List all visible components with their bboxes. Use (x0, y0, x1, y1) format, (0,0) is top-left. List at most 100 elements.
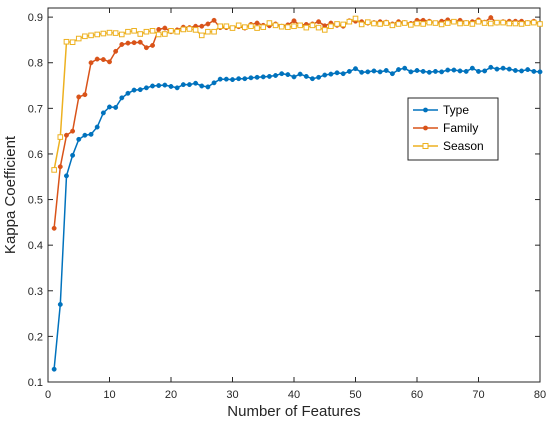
legend-label: Family (443, 121, 478, 135)
data-point (64, 132, 69, 138)
data-point (63, 38, 70, 45)
data-point (494, 19, 500, 26)
data-point (389, 71, 395, 77)
axis-ticks: 0 10 20 30 40 50 60 70 80 0.1 0.2 0.3 0.4 0.5 0.6 0.7 0.… (28, 8, 546, 401)
legend: Type Family Season (407, 97, 499, 161)
data-point (389, 22, 396, 29)
data-point (112, 30, 119, 36)
data-point (420, 21, 426, 27)
data-point (488, 64, 494, 70)
legend-label: Season (443, 139, 484, 153)
data-point (223, 76, 229, 82)
data-point (506, 66, 512, 72)
data-point (113, 104, 119, 110)
data-point (488, 20, 494, 27)
data-point (131, 40, 137, 46)
data-point (51, 167, 57, 173)
data-point (150, 42, 156, 48)
data-point (494, 66, 500, 72)
data-point (168, 28, 174, 34)
data-point (451, 18, 457, 25)
data-point (537, 21, 543, 27)
data-point (64, 173, 69, 179)
data-point (346, 18, 353, 25)
data-point (125, 28, 131, 35)
data-point (131, 87, 137, 93)
data-point (512, 68, 518, 73)
data-point (88, 60, 94, 66)
data-point (143, 28, 150, 35)
data-point (155, 31, 162, 38)
data-point (162, 31, 168, 37)
y-tick-label: 0.1 (28, 377, 43, 389)
data-point (463, 20, 469, 26)
legend-swatch-marker (423, 125, 428, 131)
data-point (168, 83, 174, 89)
data-point (328, 71, 334, 77)
data-point (88, 32, 94, 39)
data-point (82, 132, 88, 138)
data-point (279, 71, 285, 77)
x-tick-label: 50 (349, 389, 361, 401)
data-point (254, 74, 260, 80)
data-point (334, 70, 340, 76)
data-point (254, 20, 260, 26)
data-point (57, 164, 63, 170)
data-point (500, 65, 506, 71)
data-point (260, 24, 267, 30)
data-point (518, 21, 525, 27)
y-tick-label: 0.8 (28, 58, 43, 70)
y-tick-label: 0.2 (28, 331, 43, 343)
data-point (266, 73, 272, 79)
data-point (205, 21, 211, 27)
data-point (531, 19, 537, 26)
data-point (70, 152, 76, 158)
data-point (291, 18, 297, 24)
data-point (119, 42, 125, 47)
data-point (137, 39, 143, 45)
data-point (235, 22, 242, 29)
data-point (229, 25, 236, 31)
data-point (174, 85, 180, 91)
series-type (51, 64, 543, 372)
data-point (119, 95, 125, 101)
data-point (180, 82, 186, 88)
legend-swatch-marker (422, 143, 429, 149)
data-point (457, 20, 463, 27)
data-point (205, 84, 211, 90)
data-point (51, 366, 57, 372)
data-point (297, 22, 303, 29)
data-point (51, 225, 57, 231)
x-tick-label: 30 (226, 389, 238, 401)
y-tick-label: 0.3 (28, 286, 43, 298)
data-point (524, 20, 531, 26)
data-point (156, 83, 162, 88)
data-point (525, 67, 531, 73)
data-point (94, 56, 100, 62)
data-point (199, 83, 205, 89)
data-point (186, 26, 193, 32)
data-point (143, 45, 149, 51)
data-point (69, 39, 76, 46)
data-point (260, 74, 266, 80)
data-point (401, 20, 408, 26)
data-point (315, 24, 322, 31)
x-tick-label: 10 (103, 389, 115, 401)
data-point (316, 19, 322, 25)
data-point (309, 22, 316, 29)
data-point (217, 23, 223, 30)
data-point (266, 20, 273, 26)
y-tick-label: 0.9 (28, 12, 43, 24)
data-point (322, 72, 328, 78)
data-point (94, 124, 100, 130)
data-point (76, 94, 82, 100)
data-point (248, 75, 254, 81)
data-point (377, 21, 383, 27)
data-point (426, 69, 432, 75)
y-tick-label: 0.7 (28, 103, 43, 115)
data-point (371, 20, 377, 27)
data-point (451, 67, 457, 73)
x-tick-label: 20 (165, 389, 177, 401)
data-point (198, 32, 205, 39)
data-point (107, 59, 112, 65)
